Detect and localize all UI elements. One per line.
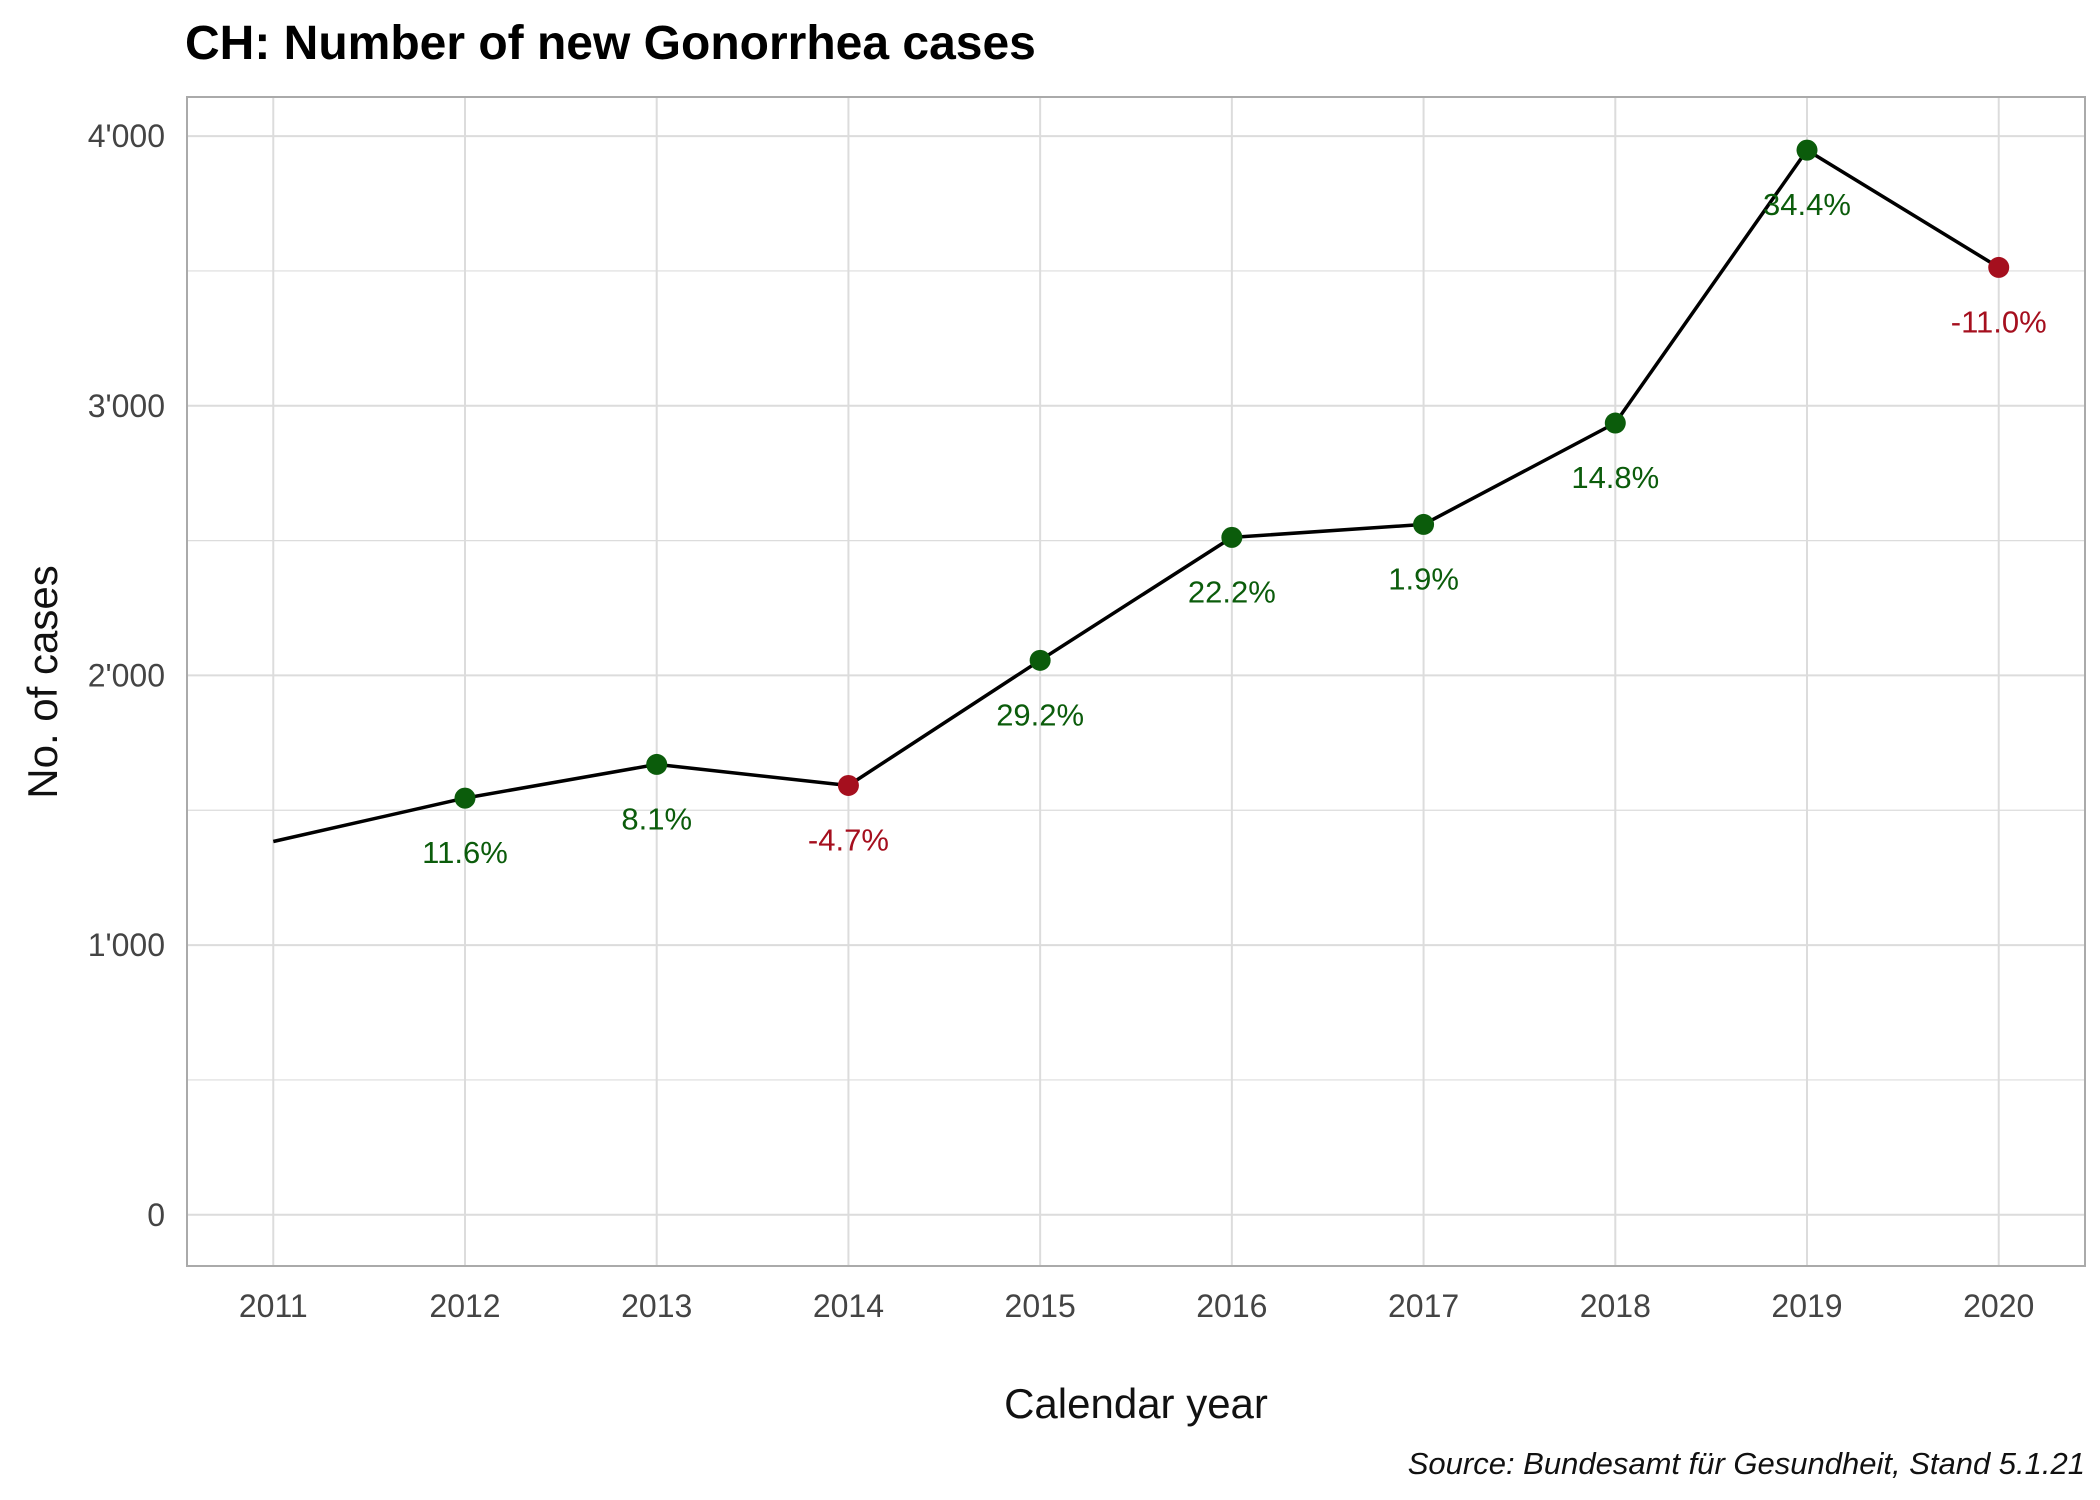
y-axis-ticks: 0 1'000 2'000 3'000 4'000 [88,118,165,1233]
data-label: -4.7% [808,822,889,857]
y-tick-label: 0 [147,1197,165,1233]
data-point [1604,412,1626,434]
data-labels: 11.6% 8.1% -4.7% 29.2% 22.2% 1.9% 14.8% 34.4% -1… [422,187,2047,870]
x-tick-label: 2018 [1580,1288,1651,1324]
series-line [272,148,2000,844]
x-axis-ticks: 2011 2012 2013 2014 2015 2016 2017 2018 2019 2020 [239,1288,2034,1324]
x-tick-label: 2020 [1963,1288,2034,1324]
chart-title: CH: Number of new Gonorrhea cases [185,17,1036,70]
source-caption: Source: Bundesamt für Gesundheit, Stand … [1408,1446,2085,1481]
x-tick-label: 2015 [1005,1288,1076,1324]
y-axis-title: No. of cases [19,565,66,798]
x-tick-label: 2014 [813,1288,884,1324]
data-point [454,787,476,809]
grid [187,97,2085,1266]
y-tick-label: 2'000 [88,657,165,693]
x-tick-label: 2011 [239,1288,308,1324]
x-tick-label: 2019 [1771,1288,1842,1324]
y-tick-label: 3'000 [88,388,165,424]
data-point [1221,526,1243,548]
data-point [1988,256,2010,278]
x-axis-title: Calendar year [1004,1380,1268,1427]
data-point [646,753,668,775]
data-point [837,774,859,796]
y-tick-label: 4'000 [88,118,165,154]
panel-border [186,96,2086,1267]
data-label: 22.2% [1188,574,1276,609]
y-tick-label: 1'000 [88,927,165,963]
data-label: -11.0% [1951,304,2047,339]
x-tick-label: 2013 [621,1288,692,1324]
data-point [1029,649,1051,671]
data-label: 29.2% [996,697,1084,732]
x-tick-label: 2012 [429,1288,500,1324]
data-point [1796,139,1818,161]
data-point [1413,513,1435,535]
series [272,139,2010,844]
data-label: 14.8% [1571,460,1659,495]
data-label: 8.1% [621,801,692,836]
data-label: 1.9% [1388,561,1459,596]
data-label: 11.6% [422,835,508,870]
x-tick-label: 2017 [1388,1288,1459,1324]
x-tick-label: 2016 [1196,1288,1267,1324]
data-label: 34.4% [1763,187,1851,222]
